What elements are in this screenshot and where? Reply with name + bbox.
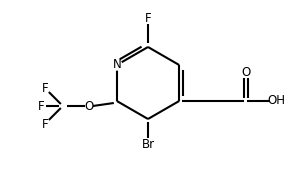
Text: O: O [241,67,250,80]
Text: N: N [112,59,121,72]
Circle shape [112,60,122,70]
Text: F: F [37,100,44,112]
Text: Br: Br [141,137,155,151]
Text: F: F [41,117,48,130]
Text: OH: OH [267,95,285,108]
Text: O: O [84,100,93,112]
Text: F: F [41,82,48,95]
Text: F: F [145,12,151,25]
